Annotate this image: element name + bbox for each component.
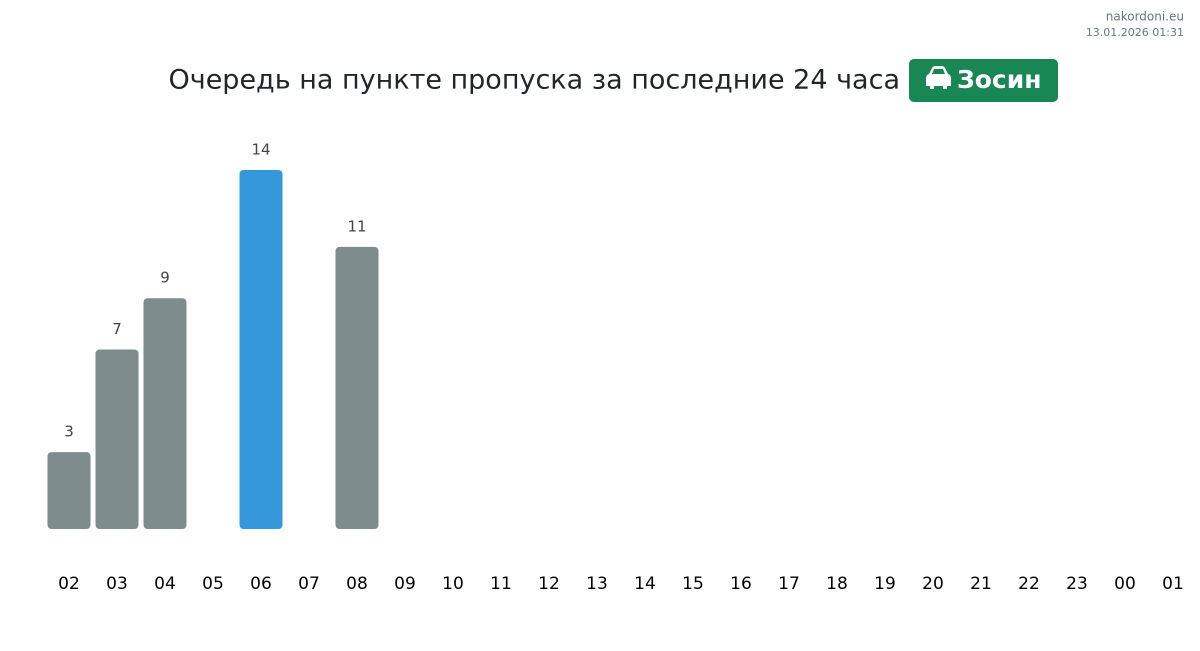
x-tick-label: 23	[1066, 574, 1088, 594]
x-tick-label: 13	[586, 574, 608, 594]
x-tick-label: 12	[538, 574, 560, 594]
x-tick-label: 00	[1114, 574, 1136, 594]
x-tick-label: 08	[346, 574, 368, 594]
bar	[95, 349, 139, 529]
chart-title: Очередь на пункте пропуска за последние …	[168, 65, 900, 96]
x-tick-label: 21	[970, 574, 992, 594]
bar	[239, 170, 283, 529]
x-tick-label: 20	[922, 574, 944, 594]
bar	[47, 452, 91, 529]
x-tick-label: 04	[154, 574, 176, 594]
x-tick-label: 09	[394, 574, 416, 594]
badge-label: Зосин	[957, 65, 1042, 94]
bar	[335, 246, 379, 529]
x-tick-label: 03	[106, 574, 128, 594]
x-tick-label: 01	[1162, 574, 1184, 594]
x-tick-label: 07	[298, 574, 320, 594]
timestamp: 13.01.2026 01:31	[1086, 26, 1184, 39]
x-tick-label: 15	[682, 574, 704, 594]
x-tick-label: 10	[442, 574, 464, 594]
value-label: 3	[64, 423, 74, 441]
x-tick-label: 05	[202, 574, 224, 594]
value-label: 7	[112, 320, 122, 338]
badge-bg	[909, 59, 1058, 102]
x-tick-label: 18	[826, 574, 848, 594]
site: nakordoni.eu	[1106, 10, 1184, 24]
x-tick-label: 17	[778, 574, 800, 594]
value-label: 11	[347, 217, 366, 235]
x-tick-label: 06	[250, 574, 272, 594]
car-icon	[926, 66, 951, 89]
value-label: 9	[160, 269, 170, 287]
badge: Зосин	[909, 59, 1058, 102]
x-tick-label: 02	[58, 574, 80, 594]
bar	[143, 298, 187, 529]
x-tick-label: 16	[730, 574, 752, 594]
x-tick-label: 11	[490, 574, 512, 594]
x-tick-label: 22	[1018, 574, 1040, 594]
x-tick-label: 14	[634, 574, 656, 594]
value-label: 14	[251, 141, 270, 159]
x-tick-label: 19	[874, 574, 896, 594]
